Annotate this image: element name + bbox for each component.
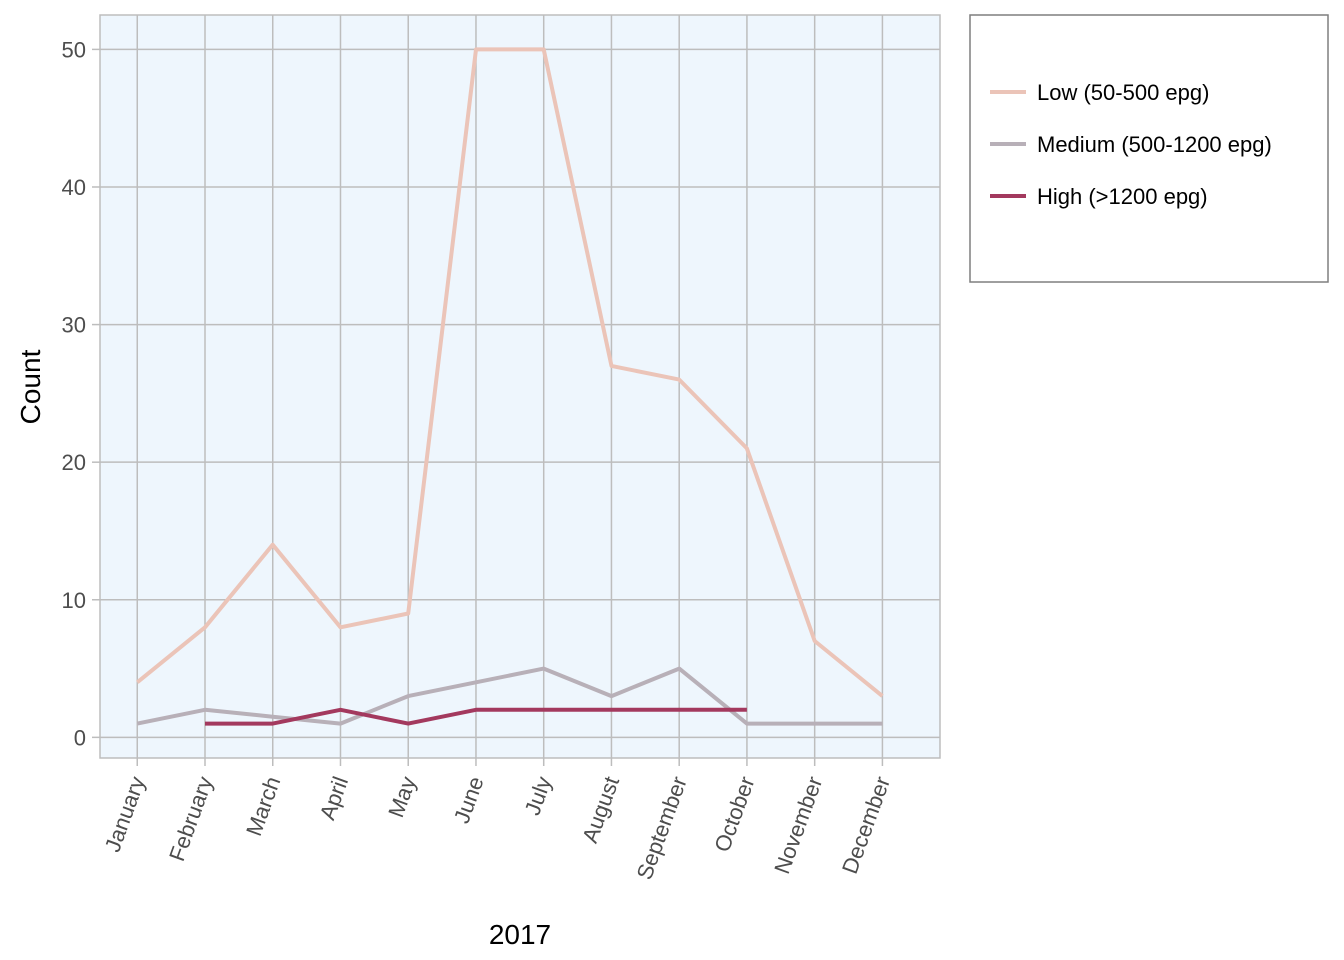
x-axis-title: 2017 [489,919,551,950]
legend-box [969,14,1329,283]
legend-items: Low (50-500 epg) Medium (500-1200 epg) Hig… [990,80,1272,209]
legend-label: Low (50-500 epg) [1037,80,1209,105]
x-axis-ticks: January February March April May June July Augu… [100,758,895,883]
plot-panel [100,15,940,758]
x-tick-label: May [383,773,421,821]
x-tick-label: March [241,773,285,839]
legend-label: High (>1200 epg) [1037,184,1208,209]
y-tick-label: 30 [62,313,86,338]
y-tick-label: 20 [62,450,86,475]
plot-border [99,14,941,759]
legend: Low (50-500 epg) Medium (500-1200 epg) Hig… [969,14,1329,283]
y-tick-label: 50 [62,37,86,62]
series-line [136,47,884,698]
series-line [205,707,747,726]
y-tick-label: 10 [62,588,86,613]
y-axis-title: Count [15,349,46,424]
x-tick-label: February [164,773,218,864]
grid-lines [100,15,940,758]
series-line [136,666,883,726]
y-tick-label: 0 [74,725,86,750]
x-tick-label: August [577,773,624,846]
x-tick-label: June [449,773,489,826]
y-axis-ticks: 0 10 20 30 40 50 [62,37,100,750]
y-tick-label: 40 [62,175,86,200]
x-tick-label: April [315,773,354,823]
series-lines [136,47,884,726]
x-tick-label: November [769,773,827,877]
x-tick-label: December [837,773,895,877]
x-tick-label: September [632,773,692,883]
x-tick-label: January [100,773,150,855]
x-tick-label: October [709,773,759,855]
x-tick-label: July [520,773,557,818]
legend-label: Medium (500-1200 epg) [1037,132,1272,157]
